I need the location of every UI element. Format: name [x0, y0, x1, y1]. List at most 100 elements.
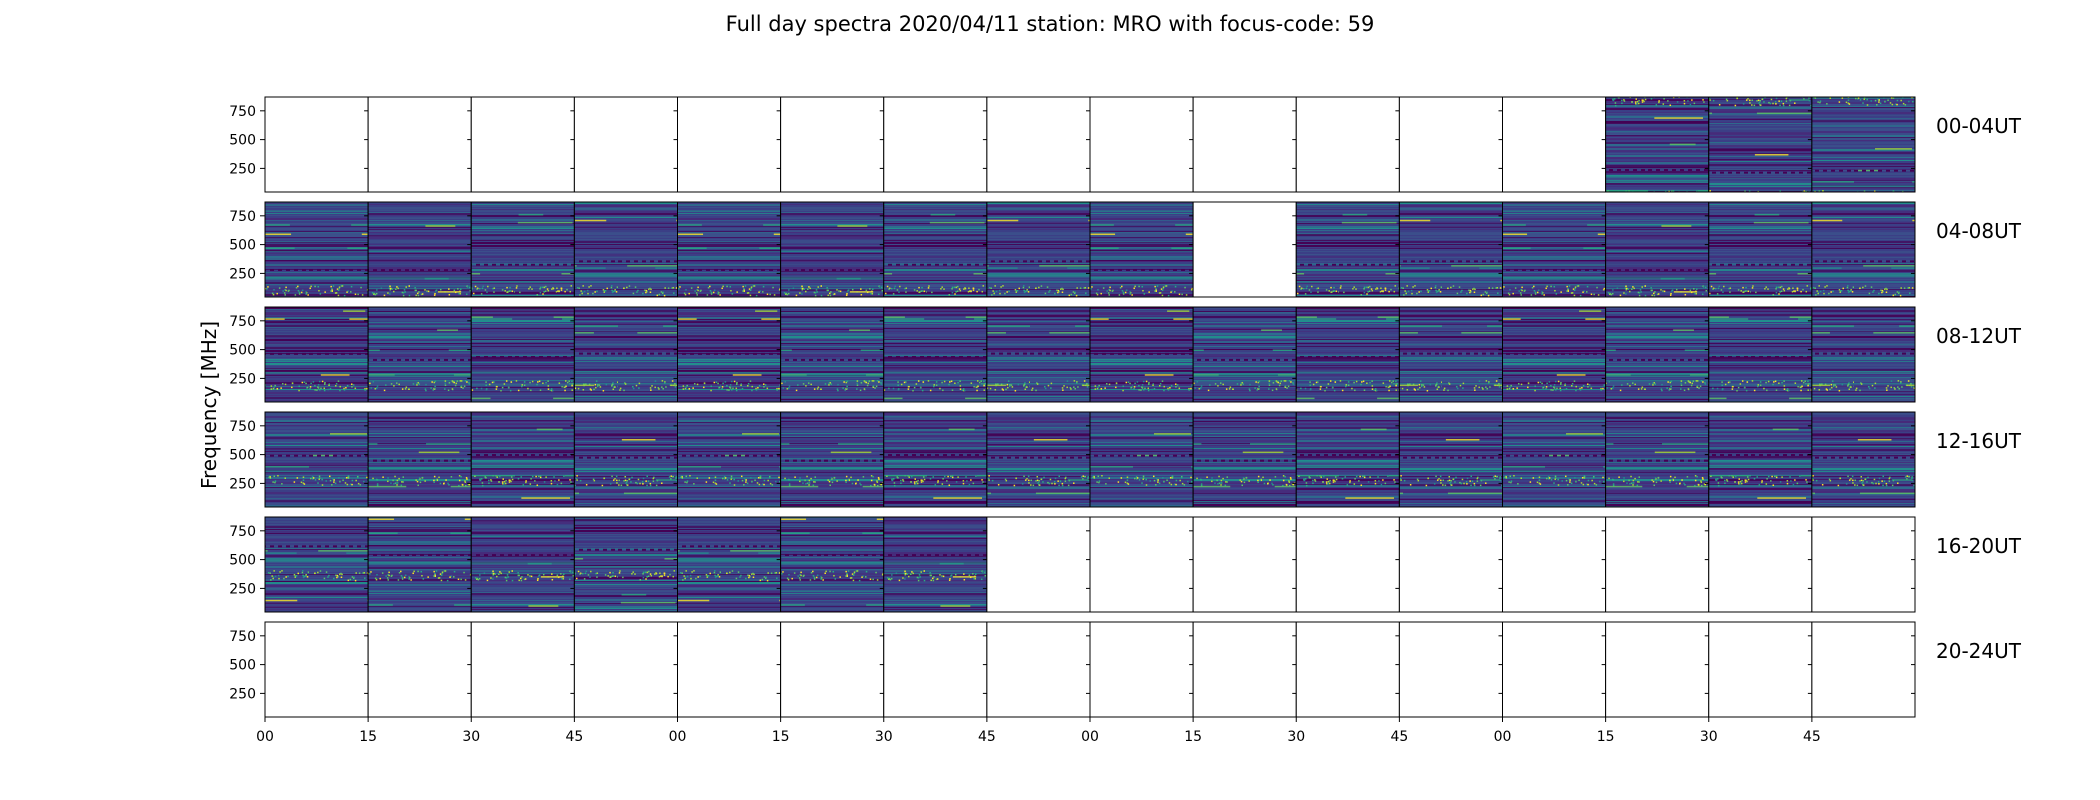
- y-tick-label: 500: [229, 658, 256, 674]
- empty-panel: [986, 517, 1090, 612]
- spectrogram-panel: [1811, 97, 1915, 192]
- empty-panel: [1502, 622, 1606, 717]
- spectrogram-panel: [574, 412, 678, 507]
- y-tick-label: 250: [229, 476, 256, 492]
- y-axis-label: Frequency [MHz]: [197, 321, 221, 489]
- spectrogram-panel: [1296, 307, 1400, 402]
- spectrogram-panel: [265, 202, 369, 297]
- empty-panel: [1399, 622, 1503, 717]
- x-tick-label: 15: [1597, 729, 1615, 745]
- spectrogram-panel: [1090, 412, 1194, 507]
- spectrogram-panel: [1193, 307, 1297, 402]
- row-12-16ut: 750 500 250 12-16UT: [229, 411, 2022, 508]
- empty-panel: [574, 622, 678, 717]
- panel-frame: [1811, 516, 1916, 613]
- empty-panel: [1605, 622, 1709, 717]
- empty-panel: [1193, 517, 1297, 612]
- spectrogram-panel: [1708, 97, 1812, 192]
- panel-frame: [1811, 306, 1916, 403]
- x-tick-label: 00: [256, 729, 274, 745]
- empty-panel: [1296, 517, 1400, 612]
- empty-panel: [368, 97, 472, 192]
- empty-panel: [883, 97, 987, 192]
- row-label: 04-08UT: [1936, 219, 2022, 243]
- row-label: 20-24UT: [1936, 639, 2022, 663]
- y-tick-label: 500: [229, 448, 256, 464]
- x-tick-label: 00: [1494, 729, 1512, 745]
- spectrogram-panel: [265, 307, 369, 402]
- x-tick-labels: 00 15 30 45 00 15 30 45 00 15 30 45 00 15 30 45: [256, 717, 1821, 745]
- empty-panel: [471, 97, 575, 192]
- spectrogram-panel: [1296, 202, 1400, 297]
- x-tick-label: 30: [1700, 729, 1718, 745]
- spectrogram-panel: [986, 202, 1090, 297]
- empty-panel: [1708, 517, 1812, 612]
- empty-panel: [780, 622, 884, 717]
- y-tick-label: 750: [229, 209, 256, 225]
- y-tick-label: 500: [229, 133, 256, 149]
- row-20-24ut: 750 500 250 20-24UT: [229, 621, 2022, 718]
- spectrogram-panel: [780, 517, 884, 612]
- row-label: 12-16UT: [1936, 429, 2022, 453]
- spectrogram-panel: [1811, 202, 1915, 297]
- spectrogram-panel: [574, 307, 678, 402]
- spectrogram-panel: [780, 202, 884, 297]
- row-label: 08-12UT: [1936, 324, 2022, 348]
- spectrogram-panel: [368, 202, 472, 297]
- y-tick-label: 750: [229, 419, 256, 435]
- x-tick-label: 00: [1081, 729, 1099, 745]
- y-tick-label: 500: [229, 553, 256, 569]
- x-tick-label: 15: [772, 729, 790, 745]
- spectrogram-panel: [368, 517, 472, 612]
- y-tick-label: 250: [229, 161, 256, 177]
- y-tick-label: 750: [229, 524, 256, 540]
- spectrogram-panel: [1605, 412, 1709, 507]
- empty-panel: [1399, 517, 1503, 612]
- panel-frame: [1811, 96, 1916, 193]
- x-tick-label: 15: [359, 729, 377, 745]
- empty-panel: [471, 622, 575, 717]
- spectrogram-panel: [1502, 412, 1606, 507]
- spectrogram-panel: [265, 517, 369, 612]
- x-tick-label: 45: [978, 729, 996, 745]
- row-00-04ut: 750 500 250 00-04UT: [229, 96, 2022, 193]
- empty-panel: [1193, 97, 1297, 192]
- empty-panel: [986, 97, 1090, 192]
- row-label: 00-04UT: [1936, 114, 2022, 138]
- spectrogram-panel: [574, 517, 678, 612]
- empty-panel: [1708, 622, 1812, 717]
- spectrogram-panel: [1090, 202, 1194, 297]
- y-tick-label: 500: [229, 238, 256, 254]
- x-tick-label: 30: [1287, 729, 1305, 745]
- y-tick-label: 750: [229, 104, 256, 120]
- spectrogram-panel: [883, 202, 987, 297]
- empty-panel: [1193, 202, 1297, 297]
- spectrogram-panel: [471, 202, 575, 297]
- empty-panel: [574, 97, 678, 192]
- empty-panel: [1605, 517, 1709, 612]
- spectrogram-panel: [1090, 307, 1194, 402]
- y-tick-label: 750: [229, 629, 256, 645]
- x-tick-label: 30: [875, 729, 893, 745]
- empty-panel: [986, 622, 1090, 717]
- empty-panel: [265, 622, 369, 717]
- y-tick-label: 750: [229, 314, 256, 330]
- spectrogram-panel: [1708, 202, 1812, 297]
- spectrogram-panel: [471, 307, 575, 402]
- empty-panel: [368, 622, 472, 717]
- spectrogram-panel: [1399, 202, 1503, 297]
- spectrogram-panel: [780, 307, 884, 402]
- empty-panel: [677, 622, 781, 717]
- x-tick-label: 45: [565, 729, 583, 745]
- spectrogram-panel: [1605, 307, 1709, 402]
- spectrogram-panel: [1708, 307, 1812, 402]
- empty-panel: [1399, 97, 1503, 192]
- spectrogram-panel: [986, 412, 1090, 507]
- y-tick-label: 250: [229, 266, 256, 282]
- row-04-08ut: 750 500 250 04-08UT: [229, 201, 2022, 298]
- spectrogram-panel: [265, 412, 369, 507]
- x-tick-label: 30: [462, 729, 480, 745]
- row-16-20ut: 750 500 250 16-20UT: [229, 516, 2022, 613]
- empty-panel: [883, 622, 987, 717]
- spectrogram-panel: [883, 307, 987, 402]
